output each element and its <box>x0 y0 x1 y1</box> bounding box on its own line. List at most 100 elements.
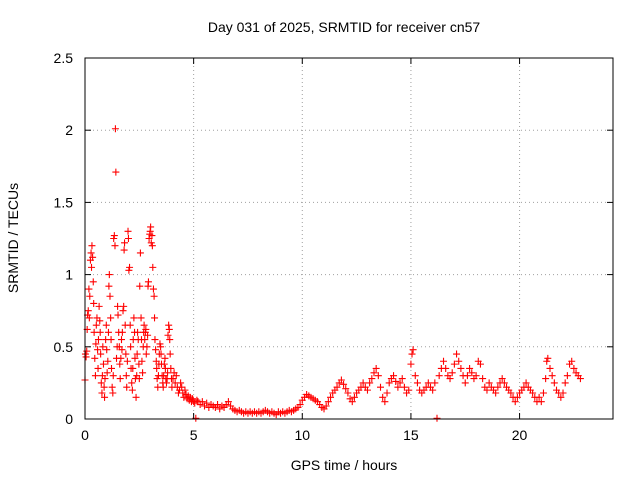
y-tick-label: 2 <box>65 122 73 138</box>
data-point <box>543 357 551 365</box>
data-point <box>130 314 138 322</box>
data-point <box>100 383 108 391</box>
data-point <box>485 379 493 387</box>
data-point <box>133 350 141 358</box>
data-point <box>126 321 134 329</box>
data-point <box>122 372 130 380</box>
data-point <box>136 249 144 257</box>
data-point <box>396 379 404 387</box>
data-point <box>296 401 304 409</box>
data-point <box>557 393 565 401</box>
data-point <box>92 321 100 329</box>
data-point <box>97 350 105 358</box>
data-point <box>411 372 419 380</box>
data-point <box>214 401 222 409</box>
data-point <box>568 357 576 365</box>
data-point <box>157 343 165 351</box>
data-point <box>117 354 125 362</box>
data-point <box>576 375 584 383</box>
data-point <box>408 350 416 358</box>
data-point <box>84 307 92 315</box>
data-point <box>96 328 104 336</box>
data-point <box>144 331 152 339</box>
data-point <box>448 369 456 377</box>
data-point <box>124 235 132 242</box>
data-point <box>114 302 122 310</box>
data-point <box>104 357 112 365</box>
data-point <box>455 357 463 365</box>
y-tick-label: 1.5 <box>54 194 74 210</box>
data-point <box>109 372 117 380</box>
grid <box>85 58 613 419</box>
data-point <box>140 321 148 329</box>
data-point <box>159 383 167 391</box>
data-point <box>131 354 139 362</box>
data-point <box>116 375 124 383</box>
data-point <box>118 328 126 336</box>
data-point <box>103 346 111 354</box>
data-point <box>561 379 569 387</box>
data-point <box>381 398 389 406</box>
data-point <box>327 393 335 401</box>
data-point <box>142 325 150 333</box>
data-point <box>535 393 543 401</box>
data-point <box>424 379 432 387</box>
data-point <box>466 364 474 372</box>
data-point <box>110 232 118 240</box>
data-point <box>542 375 550 383</box>
data-point <box>94 336 102 344</box>
data-point <box>136 282 144 290</box>
data-point <box>101 375 109 383</box>
data-point <box>116 360 124 368</box>
data-point <box>189 395 197 403</box>
data-point <box>413 379 421 387</box>
data-point <box>392 377 400 385</box>
data-point <box>91 372 99 380</box>
y-axis-title: SRMTID / TECUs <box>5 183 21 293</box>
data-points <box>81 125 584 422</box>
data-point <box>492 389 500 397</box>
data-point <box>106 292 114 300</box>
x-axis-title: GPS time / hours <box>291 457 398 473</box>
data-point <box>363 386 371 394</box>
data-point <box>102 321 110 329</box>
data-point <box>181 386 189 394</box>
data-point <box>94 364 102 372</box>
data-point <box>344 389 352 397</box>
data-point <box>167 364 175 372</box>
data-point <box>104 328 112 336</box>
data-point <box>135 360 143 368</box>
x-tick-label: 10 <box>294 427 310 443</box>
data-point <box>435 372 443 380</box>
data-point <box>374 372 382 380</box>
data-point <box>120 302 128 310</box>
data-point <box>94 346 102 354</box>
data-point <box>127 343 135 351</box>
data-point <box>109 389 117 397</box>
data-point <box>494 383 502 391</box>
data-point <box>394 383 402 391</box>
data-point <box>111 242 119 250</box>
data-point <box>400 383 408 391</box>
data-point <box>132 393 140 401</box>
data-point <box>126 263 134 271</box>
data-point <box>123 383 131 391</box>
data-point <box>108 383 116 391</box>
data-point <box>385 379 393 387</box>
data-point <box>139 369 147 377</box>
data-point <box>165 321 173 329</box>
y-tick-label: 0 <box>65 411 73 427</box>
x-tick-label: 20 <box>512 427 528 443</box>
data-point <box>461 379 469 387</box>
data-point <box>99 360 107 368</box>
data-point <box>563 372 571 380</box>
data-point <box>483 386 491 394</box>
data-point <box>370 369 378 377</box>
data-point <box>203 399 211 407</box>
data-point <box>118 346 126 354</box>
data-point <box>431 379 439 387</box>
data-point <box>141 336 149 344</box>
data-point <box>89 253 97 261</box>
data-point <box>398 375 406 383</box>
